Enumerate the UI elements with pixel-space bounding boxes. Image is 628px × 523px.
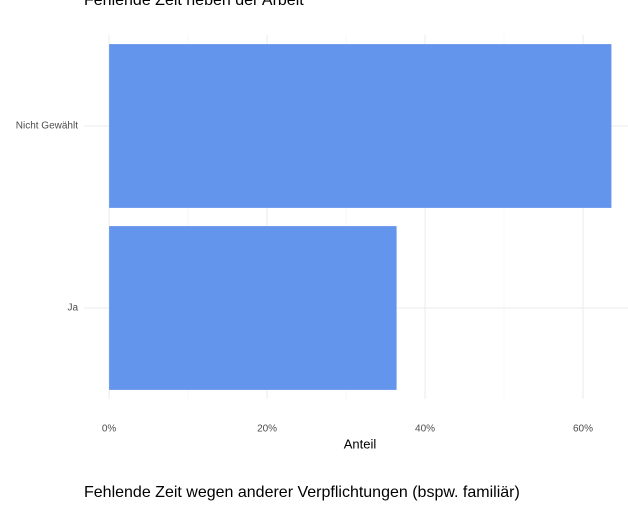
x-tick-label: 60%: [573, 424, 593, 435]
bar: [109, 44, 612, 208]
y-tick-label: Ja: [67, 303, 78, 314]
bar: [109, 226, 397, 390]
x-axis-title: Anteil: [344, 436, 377, 451]
x-tick-label: 40%: [415, 424, 435, 435]
y-tick-label: Nicht Gewählt: [16, 121, 78, 132]
chart-title: Fehlende Zeit neben der Arbeit: [84, 0, 304, 9]
chart-title: Fehlende Zeit wegen anderer Verpflichtun…: [84, 484, 520, 501]
x-tick-label: 0%: [102, 424, 117, 435]
x-tick-label: 20%: [257, 424, 277, 435]
